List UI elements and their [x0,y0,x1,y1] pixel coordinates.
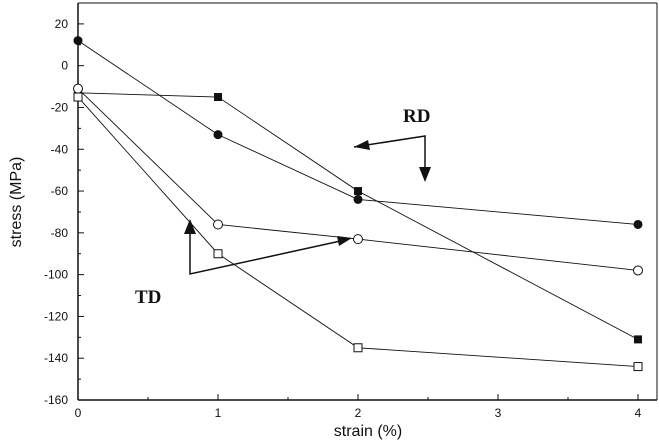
rd-label: RD [403,106,430,127]
series-filled-square-line [77,92,639,340]
x-tick-label: 0 [75,406,82,420]
rd-arrowhead-left [354,140,370,150]
data-point-filled-circle [633,219,643,229]
plot-frame [77,2,658,401]
x-tick-label: 2 [355,406,362,420]
rd-arrowhead-down [419,167,431,182]
y-tick-label: -40 [51,142,69,156]
data-point-open-square [73,92,83,102]
td-annotation: TD [135,219,352,308]
x-tick-label: 4 [635,406,642,420]
x-axis-label: strain (%) [334,423,402,440]
y-tick-label: -20 [51,100,69,114]
td-arrowhead-right [337,236,352,246]
y-tick-label: -140 [44,351,68,365]
x-axis-ticks: 0 1 2 3 4 [75,394,642,420]
series-open-square-line [77,96,639,368]
x-tick-label: 1 [215,406,222,420]
y-tick-label: 0 [61,59,68,73]
data-point-filled-circle [73,36,83,46]
rd-annotation: RD [353,106,431,182]
x-tick-label: 3 [495,406,502,420]
data-point-open-square [213,249,223,259]
td-label: TD [135,287,161,308]
data-point-open-circle [213,219,223,230]
y-tick-label: -80 [51,226,69,240]
series-filled-circle-line [77,40,639,225]
series-open-circle-line [77,88,639,271]
data-point-filled-circle [213,130,223,140]
data-point-open-square [353,343,363,353]
data-point-open-circle [353,234,363,245]
y-tick-label: -100 [44,268,68,282]
y-tick-label: -160 [44,393,68,407]
data-point-filled-circle [353,194,363,204]
data-point-open-square [633,362,643,372]
data-point-filled-square [214,93,222,102]
td-bracket-line [189,229,346,275]
data-point-open-circle [73,83,83,94]
td-arrowhead-up [184,219,196,234]
rd-bracket-line [353,135,426,170]
series-layer [73,36,643,372]
y-axis-ticks: 20 0 -20 -40 -60 -80 -100 -120 -140 -160 [44,17,84,407]
data-point-filled-square [634,335,642,344]
data-point-open-circle [633,265,643,276]
y-axis-label: stress (MPa) [8,157,25,248]
y-tick-label: -120 [44,309,68,323]
data-point-filled-square [354,187,362,196]
y-tick-label: -60 [51,184,69,198]
y-tick-label: 20 [55,17,69,31]
